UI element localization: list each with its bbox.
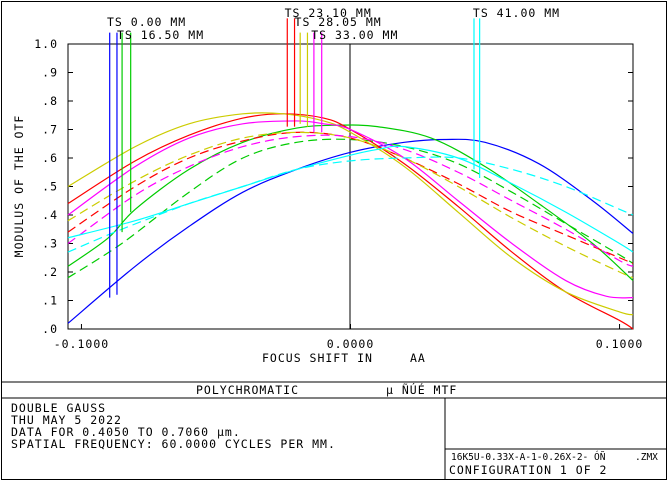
x-axis-unit: AA (410, 351, 426, 365)
y-axis-label: MODULUS OF THE OTF (12, 115, 26, 258)
footer-title-left: POLYCHROMATIC (196, 383, 299, 397)
y-tick-label-4: .6 (42, 151, 58, 165)
footer-file-ext: .ZMX (635, 452, 658, 463)
field-label-3: TS 28.05 MM (295, 15, 382, 29)
y-tick-label-5: .5 (42, 180, 58, 194)
y-tick-label-0: 1.0 (34, 37, 58, 51)
mtf-curve-5-tangential (67, 112, 634, 316)
footer-title-right: μ ÑÚÉ MTF (386, 382, 457, 397)
footer-configuration: CONFIGURATION 1 OF 2 (449, 463, 607, 477)
field-label-2: TS 23.10 MM (285, 6, 372, 20)
x-axis-label: FOCUS SHIFT IN (262, 351, 373, 365)
y-axis-ticks: 1.0 .9 .8 .7 .6 .5 .4 .3 .2 .1 .0 (34, 37, 633, 336)
y-tick-label-7: .3 (42, 237, 58, 251)
footer-line-frequency: SPATIAL FREQUENCY: 60.0000 CYCLES PER MM… (11, 437, 336, 451)
y-tick-label-6: .4 (42, 208, 58, 222)
y-tick-label-3: .7 (42, 123, 58, 137)
x-axis-ticks: -0.1000 0.0000 0.1000 (54, 324, 644, 351)
x-tick-label-2: 0.1000 (596, 337, 644, 351)
mtf-curve-10-sagittal (67, 156, 634, 253)
mtf-curve-0-tangential (67, 138, 634, 324)
y-tick-label-1: .9 (42, 66, 58, 80)
footer-line-date: THU MAY 5 2022 (11, 413, 122, 427)
y-tick-label-10: .0 (42, 322, 58, 336)
footer-line-wavelength: DATA FOR 0.4050 TO 0.7060 μm. (11, 425, 241, 439)
x-tick-label-0: -0.1000 (54, 337, 109, 351)
x-tick-label-1: 0.0000 (327, 337, 375, 351)
field-label-1: TS 16.50 MM (117, 28, 204, 42)
series-layer (67, 112, 634, 330)
footer-file-name: 16K5U-0.33X-A-1-0.26X-2- ÓÑ (451, 451, 606, 463)
field-label-4: TS 33.00 MM (311, 28, 398, 42)
field-label-0: TS 0.00 MM (107, 15, 186, 29)
footer-line-system: DOUBLE GAUSS (11, 401, 106, 415)
mtf-curve-7-tangential (67, 120, 634, 299)
y-tick-label-8: .2 (42, 265, 58, 279)
mtf-curve-2-sagittal (67, 138, 634, 279)
field-markers (109, 18, 481, 298)
mtf-curve-8-sagittal (67, 134, 634, 267)
y-tick-label-9: .1 (42, 294, 58, 308)
y-tick-label-2: .8 (42, 94, 58, 108)
mtf-curve-6-sagittal (67, 131, 634, 279)
field-label-5: TS 41.00 MM (473, 6, 560, 20)
